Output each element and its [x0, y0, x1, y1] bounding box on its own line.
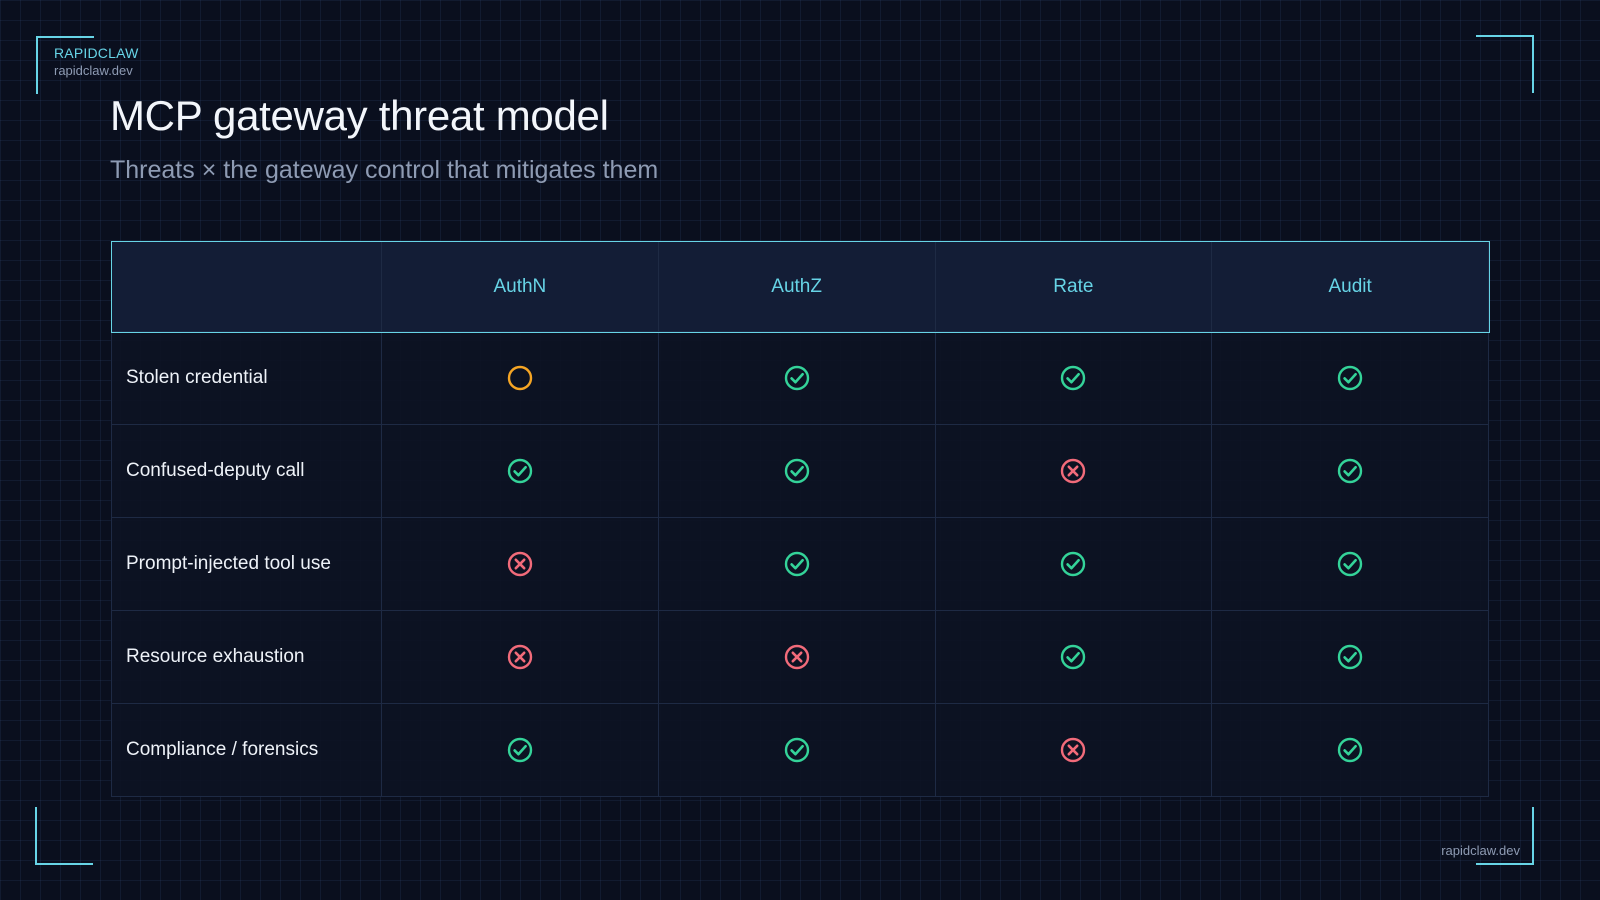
- empty-circle-icon: [507, 365, 533, 391]
- check-circle-icon: [784, 737, 809, 763]
- corner-bracket-top-left: [36, 36, 94, 94]
- check-circle-icon: [1337, 551, 1363, 577]
- x-circle-icon: [507, 644, 533, 670]
- row-label: Compliance / forensics: [111, 703, 382, 797]
- check-circle-icon: [1061, 644, 1086, 670]
- status-cell: [1211, 703, 1489, 797]
- column-header-authz: AuthZ: [657, 241, 936, 332]
- table-row: Prompt-injected tool use: [111, 517, 1489, 611]
- status-cell: [934, 424, 1213, 518]
- table-row: Compliance / forensics: [111, 703, 1489, 797]
- check-circle-icon: [784, 365, 809, 391]
- status-cell: [934, 703, 1213, 797]
- status-cell: [934, 331, 1213, 425]
- status-cell: [381, 610, 659, 704]
- check-circle-icon: [507, 737, 533, 763]
- status-cell: [1211, 517, 1489, 611]
- check-circle-icon: [784, 551, 809, 577]
- status-cell: [657, 517, 936, 611]
- table-row: Stolen credential: [111, 331, 1489, 425]
- brand-url: rapidclaw.dev: [54, 63, 133, 78]
- row-label: Resource exhaustion: [111, 610, 382, 704]
- table-row: Resource exhaustion: [111, 610, 1489, 704]
- column-header-authn: AuthN: [381, 241, 659, 332]
- x-circle-icon: [507, 551, 533, 577]
- check-circle-icon: [1061, 551, 1086, 577]
- status-cell: [381, 517, 659, 611]
- check-circle-icon: [1337, 365, 1363, 391]
- column-header-rate: Rate: [934, 241, 1213, 332]
- row-label: Prompt-injected tool use: [111, 517, 382, 611]
- x-circle-icon: [1061, 458, 1086, 484]
- check-circle-icon: [1061, 365, 1086, 391]
- status-cell: [1211, 610, 1489, 704]
- check-circle-icon: [1337, 644, 1363, 670]
- status-cell: [934, 610, 1213, 704]
- table-row: Confused-deputy call: [111, 424, 1489, 518]
- status-cell: [1211, 424, 1489, 518]
- status-cell: [381, 703, 659, 797]
- brand-name: RAPIDCLAW: [54, 45, 139, 61]
- status-cell: [657, 424, 936, 518]
- threat-matrix: AuthN AuthZ Rate Audit Stolen credential…: [110, 240, 1490, 797]
- page-title: MCP gateway threat model: [110, 92, 609, 139]
- corner-bracket-top-right: [1476, 35, 1534, 93]
- check-circle-icon: [1337, 737, 1363, 763]
- brand: RAPIDCLAW rapidclaw.dev: [54, 44, 139, 80]
- header-row: AuthN AuthZ Rate Audit: [111, 241, 1489, 332]
- check-circle-icon: [1337, 458, 1363, 484]
- header-corner-cell: [111, 241, 382, 332]
- page-subtitle: Threats × the gateway control that mitig…: [110, 156, 659, 184]
- x-circle-icon: [1061, 737, 1086, 763]
- status-cell: [381, 424, 659, 518]
- status-cell: [381, 331, 659, 425]
- check-circle-icon: [507, 458, 533, 484]
- status-cell: [1211, 331, 1489, 425]
- status-cell: [657, 331, 936, 425]
- status-cell: [934, 517, 1213, 611]
- row-label: Confused-deputy call: [111, 424, 382, 518]
- row-label: Stolen credential: [111, 331, 382, 425]
- corner-bracket-bottom-right: [1476, 807, 1534, 865]
- corner-bracket-bottom-left: [35, 807, 93, 865]
- footer-url: rapidclaw.dev: [1441, 843, 1520, 858]
- check-circle-icon: [784, 458, 809, 484]
- status-cell: [657, 703, 936, 797]
- status-cell: [657, 610, 936, 704]
- column-header-audit: Audit: [1211, 241, 1489, 332]
- x-circle-icon: [784, 644, 809, 670]
